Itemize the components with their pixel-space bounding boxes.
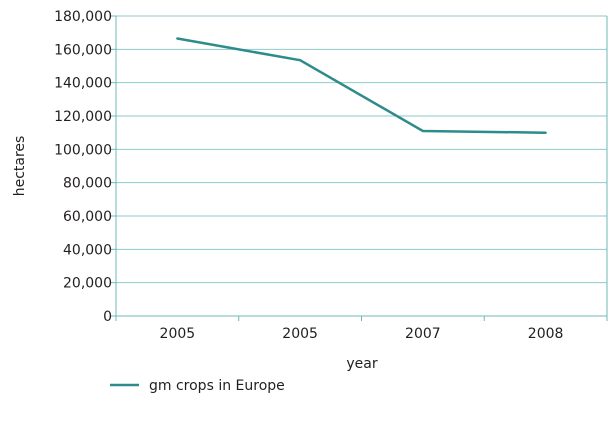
- y-tick-label: 40,000: [63, 242, 112, 258]
- x-tick-label: 2008: [528, 326, 564, 342]
- y-tick-label: 80,000: [63, 176, 112, 192]
- y-tick-label: 180,000: [54, 9, 112, 25]
- x-tick-label: 2005: [282, 326, 318, 342]
- axes: [111, 15, 608, 321]
- y-tick-label: 0: [103, 309, 112, 325]
- y-tick-labels: 0 20,000 40,000 60,000 80,000 100,000 120,000 1…: [54, 9, 112, 325]
- y-tick-label: 60,000: [63, 209, 112, 225]
- y-tick-label: 160,000: [54, 42, 112, 58]
- y-tick-label: 20,000: [63, 276, 112, 292]
- grid-lines: [116, 15, 607, 284]
- y-axis-title: hectares: [12, 136, 28, 197]
- x-axis-title: year: [346, 356, 377, 372]
- series-line: [176, 37, 547, 134]
- legend-label: gm crops in Europe: [149, 378, 285, 394]
- x-tick-label: 2007: [405, 326, 441, 342]
- y-tick-label: 120,000: [54, 109, 112, 125]
- y-tick-label: 100,000: [54, 142, 112, 158]
- series-lines: [176, 37, 547, 134]
- x-tick-labels: 2005 2005 2007 2008: [160, 326, 564, 342]
- x-tick-label: 2005: [160, 326, 196, 342]
- legend: gm crops in Europe: [110, 378, 285, 394]
- y-tick-label: 140,000: [54, 76, 112, 92]
